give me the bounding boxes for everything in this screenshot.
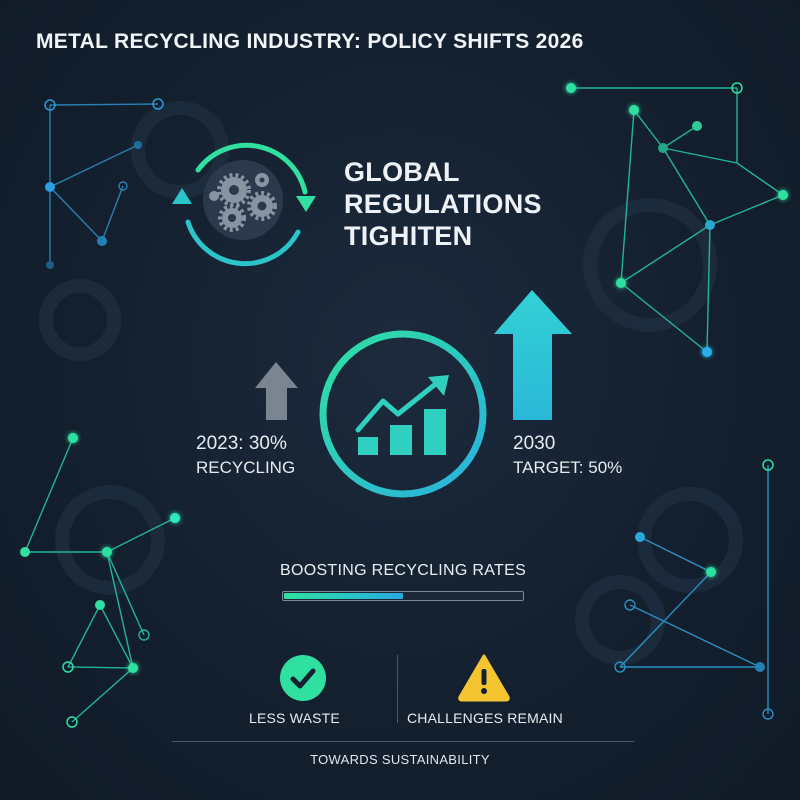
network-node (692, 121, 702, 131)
network-node (731, 82, 743, 94)
network-node (635, 532, 645, 542)
network-node (778, 190, 788, 200)
footer-divider (172, 741, 634, 742)
divider (397, 655, 398, 723)
current-rate-label: RECYCLING (196, 458, 296, 477)
challenges-label: CHALLENGES REMAIN (407, 710, 563, 726)
network-node (762, 708, 774, 720)
large-up-arrow-icon (494, 290, 572, 420)
network-node (44, 99, 56, 111)
network-node (66, 716, 78, 728)
network-top-left (49, 103, 159, 265)
network-node (152, 98, 164, 110)
network-node (138, 629, 150, 641)
network-node (706, 567, 716, 577)
network-node (755, 662, 765, 672)
gears-icon (209, 173, 273, 228)
network-node (134, 141, 142, 149)
small-up-arrow-icon (255, 362, 298, 420)
network-node (20, 547, 30, 557)
network-node (629, 105, 639, 115)
headline: GLOBAL REGULATIONS TIGHITEN (344, 156, 542, 252)
network-node (614, 661, 626, 673)
network-node (170, 513, 180, 523)
current-rate-value: 2023: 30% (196, 433, 287, 454)
network-node (102, 547, 112, 557)
headline-line: TIGHITEN (344, 221, 473, 251)
target-year: 2030 (513, 433, 556, 454)
checkmark-icon (280, 655, 326, 701)
headline-line: REGULATIONS (344, 189, 542, 219)
network-node (658, 143, 668, 153)
network-node (128, 663, 138, 673)
network-node (118, 181, 128, 191)
network-node (705, 220, 715, 230)
network-node (624, 599, 636, 611)
progress-label: BOOSTING RECYCLING RATES (280, 562, 527, 579)
network-node (95, 600, 105, 610)
warning-icon (456, 652, 512, 702)
network-node (45, 182, 55, 192)
network-node (762, 459, 774, 471)
network-node (566, 83, 576, 93)
progress-bar-fill (284, 593, 403, 599)
headline-line: GLOBAL (344, 157, 460, 187)
network-node (616, 278, 626, 288)
footer-text: TOWARDS SUSTAINABILITY (310, 752, 490, 767)
progress-bar (282, 591, 524, 601)
regulation-cycle-icon (172, 142, 316, 267)
target-rate-stat: 2030 TARGET: 50% (513, 432, 622, 480)
page-title: METAL RECYCLING INDUSTRY: POLICY SHIFTS … (36, 30, 584, 53)
network-node (68, 433, 78, 443)
network-node (702, 347, 712, 357)
target-rate-label: TARGET: 50% (513, 458, 623, 477)
network-node (46, 261, 54, 269)
current-rate-stat: 2023: 30% RECYCLING (196, 432, 295, 480)
network-node (62, 661, 74, 673)
less-waste-label: LESS WASTE (249, 710, 340, 726)
growth-chart-icon (319, 330, 487, 498)
network-node (97, 236, 107, 246)
